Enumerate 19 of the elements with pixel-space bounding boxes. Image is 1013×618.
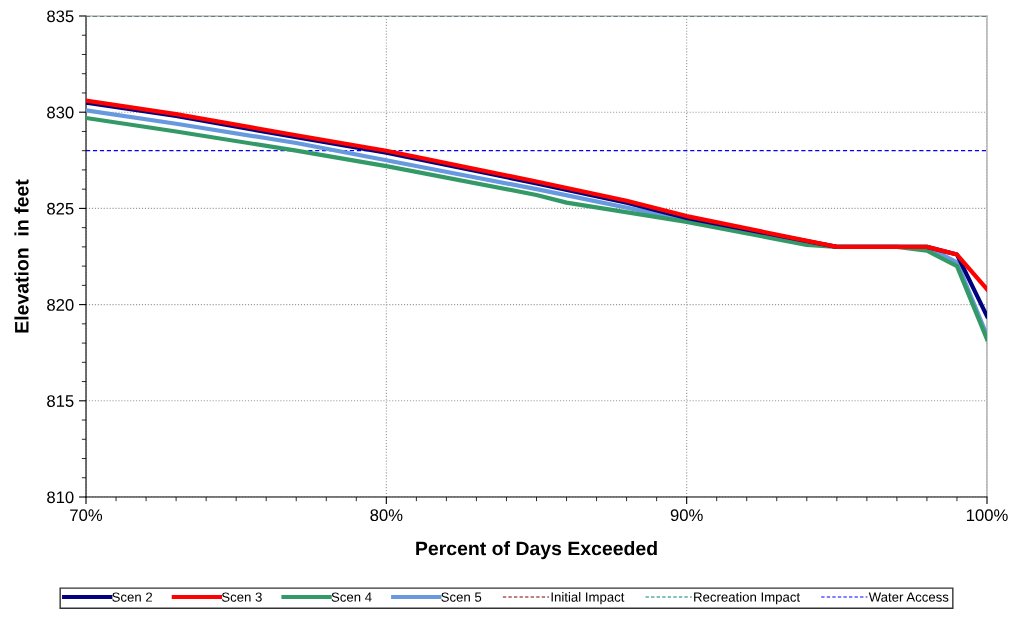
legend-label: Recreation Impact	[694, 592, 801, 605]
legend-label: Scen 3	[221, 592, 262, 602]
y-tick-label: 825	[47, 202, 74, 215]
y-axis-title: Elevation in feet	[14, 179, 29, 333]
legend-label: Scen 5	[441, 592, 482, 602]
legend-label: Water Access	[868, 592, 949, 602]
legend-label: Scen 2	[112, 592, 153, 602]
x-tick-label: 80%	[370, 509, 403, 522]
y-tick-label: 820	[47, 299, 74, 311]
y-tick-label: 810	[47, 491, 74, 504]
y-tick-label: 835	[47, 10, 74, 23]
x-tick-label: 100%	[966, 509, 1008, 522]
y-tick-label: 815	[47, 395, 74, 407]
legend-label: Initial Impact	[551, 592, 625, 605]
y-tick-label: 830	[47, 106, 74, 119]
legend-label: Scen 4	[331, 592, 372, 602]
x-tick-label: 70%	[70, 509, 103, 522]
x-tick-label: 90%	[670, 509, 703, 522]
x-axis-title: Percent of Days Exceeded	[416, 541, 657, 560]
